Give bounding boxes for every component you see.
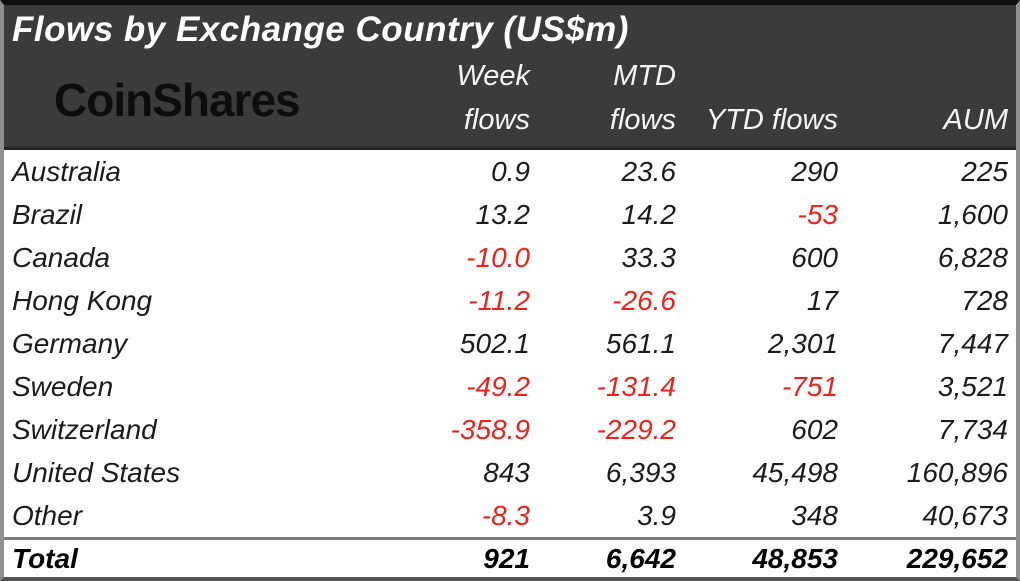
mtd-flows-cell: -229.2	[596, 413, 676, 445]
mtd-flows-cell: 33.3	[621, 241, 677, 273]
table-header: Flows by Exchange Country (US$m) CoinSha…	[4, 5, 1016, 150]
ytd-flows-cell: 17	[806, 284, 838, 316]
aum-cell: 7,734	[937, 413, 1008, 445]
ytd-flows-cell: 290	[791, 155, 838, 187]
aum-cell: 7,447	[937, 327, 1008, 359]
country-cell: Australia	[12, 155, 121, 187]
ytd-flows-cell: 348	[791, 499, 838, 531]
country-cell: Canada	[12, 241, 111, 273]
column-header-ytd-flows: YTD flows	[705, 104, 838, 136]
ytd-flows-cell: 602	[791, 413, 838, 445]
week-flows-cell: 843	[483, 456, 530, 488]
column-header-week-flows: Week flows	[380, 54, 532, 144]
ytd-flows-cell: -53	[797, 198, 838, 230]
mtd-flows-cell: -26.6	[612, 284, 676, 316]
aum-cell: 1,600	[937, 198, 1008, 230]
ytd-flows-cell: -751	[781, 370, 838, 402]
column-header-mtd-line1: MTD	[613, 60, 676, 92]
column-header-mtd-flows: MTD flows	[532, 54, 678, 144]
mtd-flows-cell: -131.4	[596, 370, 676, 402]
brand-cell: CoinShares	[4, 73, 380, 127]
column-header-week-line1: Week	[456, 60, 530, 92]
total-label: Total	[12, 542, 78, 574]
country-cell: Other	[12, 499, 83, 531]
column-header-mtd-line2: flows	[609, 104, 676, 136]
table-row-brazil: Brazil 13.2 14.2 -53 1,600	[4, 193, 1016, 236]
mtd-flows-cell: 23.6	[621, 155, 677, 187]
aum-cell: 3,521	[937, 370, 1008, 402]
table-row-hong-kong: Hong Kong -11.2 -26.6 17 728	[4, 279, 1016, 322]
table-row-total: Total 921 6,642 48,853 229,652	[4, 540, 1016, 577]
week-flows-cell: -49.2	[466, 370, 530, 402]
ytd-flows-cell: 45,498	[752, 456, 838, 488]
country-cell: United States	[12, 456, 181, 488]
mtd-flows-cell: 6,393	[605, 456, 676, 488]
country-cell: Brazil	[12, 198, 83, 230]
column-header-row: CoinShares Week flows MTD flows YTD flow…	[4, 50, 1016, 144]
total-week-flows-cell: 921	[483, 542, 530, 574]
week-flows-cell: 13.2	[475, 198, 531, 230]
column-header-aum: AUM	[943, 104, 1008, 136]
column-header-week-line2: flows	[463, 104, 530, 136]
coinshares-logo: CoinShares	[54, 74, 301, 126]
aum-cell: 728	[961, 284, 1008, 316]
aum-cell: 6,828	[937, 241, 1008, 273]
table-row-germany: Germany 502.1 561.1 2,301 7,447	[4, 322, 1016, 365]
table-body: Australia 0.9 23.6 290 225 Brazil 13.2 1…	[4, 150, 1016, 537]
ytd-flows-cell: 600	[791, 241, 838, 273]
table-row-sweden: Sweden -49.2 -131.4 -751 3,521	[4, 365, 1016, 408]
mtd-flows-cell: 561.1	[605, 327, 676, 359]
total-separator-line	[4, 537, 1016, 540]
country-cell: Germany	[12, 327, 128, 359]
table-row-switzerland: Switzerland -358.9 -229.2 602 7,734	[4, 408, 1016, 451]
aum-cell: 160,896	[906, 456, 1008, 488]
country-cell: Sweden	[12, 370, 114, 402]
country-cell: Switzerland	[12, 413, 157, 445]
mtd-flows-cell: 3.9	[637, 499, 676, 531]
country-cell: Hong Kong	[12, 284, 153, 316]
table-row-other: Other -8.3 3.9 348 40,673	[4, 494, 1016, 537]
total-ytd-flows-cell: 48,853	[752, 542, 838, 574]
week-flows-cell: 502.1	[459, 327, 530, 359]
week-flows-cell: -11.2	[468, 284, 530, 316]
page-title: Flows by Exchange Country (US$m)	[12, 10, 629, 49]
mtd-flows-cell: 14.2	[621, 198, 677, 230]
aum-cell: 225	[961, 155, 1008, 187]
week-flows-cell: -8.3	[481, 499, 530, 531]
total-mtd-flows-cell: 6,642	[605, 542, 676, 574]
aum-cell: 40,673	[922, 499, 1008, 531]
total-aum-cell: 229,652	[906, 542, 1008, 574]
week-flows-cell: -10.0	[466, 241, 530, 273]
week-flows-cell: 0.9	[491, 155, 530, 187]
table-row-canada: Canada -10.0 33.3 600 6,828	[4, 236, 1016, 279]
table-row-united-states: United States 843 6,393 45,498 160,896	[4, 451, 1016, 494]
ytd-flows-cell: 2,301	[767, 327, 838, 359]
week-flows-cell: -358.9	[450, 413, 530, 445]
table-row-australia: Australia 0.9 23.6 290 225	[4, 150, 1016, 193]
